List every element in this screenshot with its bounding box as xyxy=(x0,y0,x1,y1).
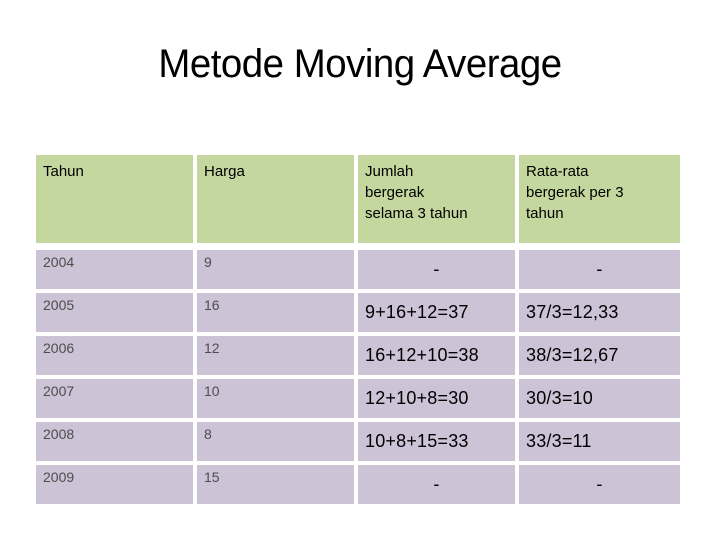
harga-cell: 12 xyxy=(197,336,358,379)
harga-cell: 15 xyxy=(197,465,358,508)
harga-cell: 8 xyxy=(197,422,358,465)
year-cell: 2009 xyxy=(36,465,197,508)
harga-cell: 10 xyxy=(197,379,358,422)
year-cell: 2008 xyxy=(36,422,197,465)
table-row: 2004 9- - xyxy=(36,250,680,293)
col-header-rata-rata: Rata-rata bergerak per 3 tahun xyxy=(519,155,680,250)
col-header-jumlah-bergerak: Jumlah bergerak selama 3 tahun xyxy=(358,155,519,250)
table-row: 2006 12 16+12+10=38 38/3=12,67 xyxy=(36,336,680,379)
rata-rata-cell: - xyxy=(519,250,680,293)
jumlah-bergerak-cell: - xyxy=(358,250,519,293)
col-header-harga: Harga xyxy=(197,155,358,250)
table-body: 2004 9- -2005 16 9+16+12=37 37/3=12,33 2006 12 1… xyxy=(36,250,680,508)
year-cell: 2007 xyxy=(36,379,197,422)
table-row: 2009 15- - xyxy=(36,465,680,508)
jumlah-bergerak-cell: 12+10+8=30 xyxy=(358,379,519,422)
table-row: 2005 16 9+16+12=37 37/3=12,33 xyxy=(36,293,680,336)
col-header-tahun: Tahun xyxy=(36,155,197,250)
rata-rata-cell: 38/3=12,67 xyxy=(519,336,680,379)
moving-average-table: Tahun Harga Jumlah bergerak selama 3 tah… xyxy=(36,155,680,508)
table-header-row: Tahun Harga Jumlah bergerak selama 3 tah… xyxy=(36,155,680,250)
harga-cell: 16 xyxy=(197,293,358,336)
year-cell: 2005 xyxy=(36,293,197,336)
harga-cell: 9 xyxy=(197,250,358,293)
rata-rata-cell: 30/3=10 xyxy=(519,379,680,422)
rata-rata-cell: 33/3=11 xyxy=(519,422,680,465)
year-cell: 2006 xyxy=(36,336,197,379)
rata-rata-cell: 37/3=12,33 xyxy=(519,293,680,336)
jumlah-bergerak-cell: 9+16+12=37 xyxy=(358,293,519,336)
slide-title: Metode Moving Average xyxy=(158,42,562,86)
jumlah-bergerak-cell: 16+12+10=38 xyxy=(358,336,519,379)
jumlah-bergerak-cell: - xyxy=(358,465,519,508)
jumlah-bergerak-cell: 10+8+15=33 xyxy=(358,422,519,465)
rata-rata-cell: - xyxy=(519,465,680,508)
year-cell: 2004 xyxy=(36,250,197,293)
table-row: 2008 8 10+8+15=33 33/3=11 xyxy=(36,422,680,465)
table-row: 2007 10 12+10+8=30 30/3=10 xyxy=(36,379,680,422)
